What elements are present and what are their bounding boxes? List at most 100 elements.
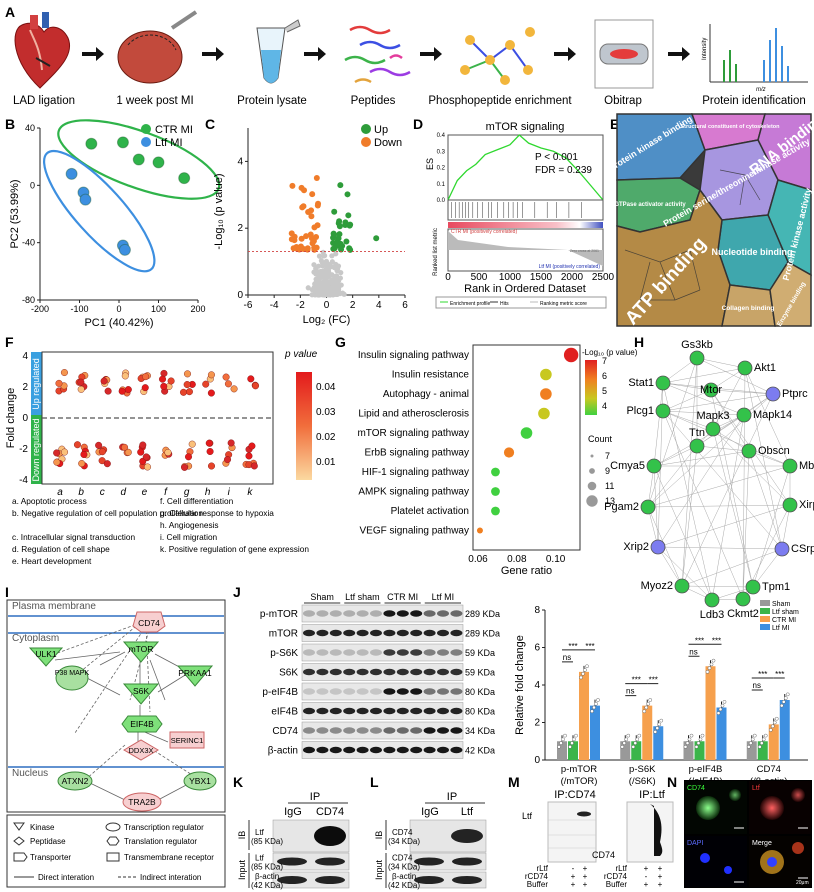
down-dot — [206, 448, 214, 456]
blot-band — [316, 649, 329, 656]
network-edge — [653, 465, 659, 548]
fold-change-plot: Up regulated Down regulated 4 2 0 -2 -4 Fold ch… — [5, 349, 336, 498]
data-point — [574, 733, 578, 738]
y-tick-label: 0 — [237, 290, 243, 301]
up-dot — [207, 389, 215, 397]
panel-j: J Sham Ltf sham CTR MI Ltf MIp-mTOR 289 KDam… — [233, 584, 808, 787]
legend-label: Ltf MI — [772, 625, 790, 632]
blot-band — [343, 746, 356, 754]
node-mtor: mTOR — [122, 641, 160, 663]
panel-d: D mTOR signaling 0.4 0.3 0.2 0.1 0.0 ES P < 0.0… — [413, 116, 615, 309]
x-category-label: p-S6K — [629, 764, 656, 775]
data-point — [624, 737, 629, 742]
network-edge — [742, 367, 746, 600]
down-point — [311, 224, 318, 231]
svg-text:CD74: CD74 — [138, 618, 160, 628]
cell-label-collagen-binding: Collagen binding — [722, 305, 775, 312]
blot-band — [277, 876, 307, 884]
x-category-label: e — [142, 487, 148, 498]
network-edge — [711, 414, 745, 601]
cell-label-structural: Structural constituent of cytoskeleton — [680, 124, 780, 130]
blot-band — [329, 649, 342, 656]
svg-text:YBX1: YBX1 — [189, 776, 211, 786]
bar — [779, 700, 790, 760]
ltf-ellipse — [42, 149, 156, 273]
enrichment-curve — [447, 134, 604, 201]
network-node — [765, 386, 781, 402]
blot-band — [316, 629, 329, 637]
y-tick-label: 4 — [22, 351, 28, 362]
network-edge — [662, 382, 712, 391]
pathway-label: AMPK signaling pathway — [358, 487, 469, 498]
m-band-2 — [650, 804, 663, 856]
svg-text:TRA2B: TRA2B — [128, 797, 156, 807]
x-tick-label: 6 — [402, 300, 408, 311]
condition-label: rCD74 — [525, 872, 549, 881]
y-tick-label: 4 — [534, 680, 540, 691]
blot-kda-label: 289 KDa — [465, 609, 500, 619]
m-band-label-1: Ltf — [522, 811, 533, 821]
x-tick-label: -200 — [31, 304, 49, 314]
blot-band — [450, 727, 463, 734]
legend-k: k. Positive regulation of gene expressio… — [160, 544, 309, 554]
colorbar-tick: 6 — [602, 371, 607, 381]
svg-text:PRKAA1: PRKAA1 — [178, 668, 212, 678]
network-node-label: Stat1 — [628, 377, 654, 389]
x-tick-label: 1000 — [499, 272, 522, 283]
y-tick-label: 0.3 — [437, 149, 446, 155]
m-blot-2 — [626, 801, 674, 863]
panel-a: A Intensity m/z LAD ligation 1 week post… — [5, 4, 808, 107]
n-scale-label: 20μm — [796, 880, 809, 886]
blot-band — [315, 876, 345, 884]
legend-label: Ltf sham — [772, 609, 799, 616]
network-edge — [681, 585, 754, 588]
svg-text:Peptidase: Peptidase — [30, 837, 66, 846]
down-dot — [142, 453, 150, 461]
down-dot — [95, 441, 103, 449]
n-ltf-tile — [749, 781, 811, 834]
down-dot — [207, 462, 215, 470]
bar — [620, 741, 631, 760]
p-value: P < 0.001 — [535, 152, 578, 163]
down-bar — [31, 415, 42, 484]
cell-atp-binding — [616, 188, 731, 327]
colorbar-tick: 4 — [602, 401, 607, 411]
blot-row-label: (34 KDa) — [388, 863, 420, 872]
legend-c: c. Intracellular signal transduction — [12, 532, 136, 542]
data-point — [720, 703, 725, 708]
pca-point-ctr — [116, 136, 129, 149]
network-node-label: Mapk3 — [696, 410, 729, 422]
panel-letter-g: G — [335, 334, 346, 350]
legend-h: h. Angiogenesis — [160, 520, 219, 530]
network-node-label: Ttn — [689, 427, 705, 439]
blot-band — [329, 746, 342, 754]
blot-band — [437, 649, 449, 656]
rank-metric-area — [448, 231, 603, 266]
bar — [716, 707, 727, 760]
blot-band — [450, 629, 463, 637]
down-dot — [250, 462, 258, 470]
data-point — [637, 733, 642, 738]
ip-label: IP — [310, 791, 320, 803]
n-dapi-tile — [685, 836, 747, 887]
legend-a: a. Apoptotic process — [12, 496, 87, 506]
pca-plot: -200 -100 0 100 200 40 0 -40 -80 PC1 (40.42%) PC2 … — [9, 119, 221, 329]
legend-e: e. Heart development — [12, 556, 92, 566]
blot-band — [356, 707, 369, 715]
blot-band — [396, 746, 409, 754]
blot-row-label: (34 KDa) — [388, 837, 420, 846]
workflow-step-6: Obitrap — [604, 95, 642, 107]
x-tick-label: -100 — [70, 304, 88, 314]
data-point — [772, 720, 777, 725]
down-dot — [205, 439, 213, 447]
m-band-label-2: CD74 — [592, 850, 615, 860]
cell-label-gtpase: GTPase activator activity — [614, 202, 686, 208]
bar — [683, 741, 694, 760]
condition-sign: - — [645, 872, 648, 881]
x-tick-label: 0.10 — [546, 554, 566, 565]
pca-point-ctr — [85, 137, 98, 150]
y-tick-label: 6 — [534, 643, 540, 654]
panel-letter-k: K — [233, 774, 243, 790]
ns-point — [311, 284, 317, 291]
